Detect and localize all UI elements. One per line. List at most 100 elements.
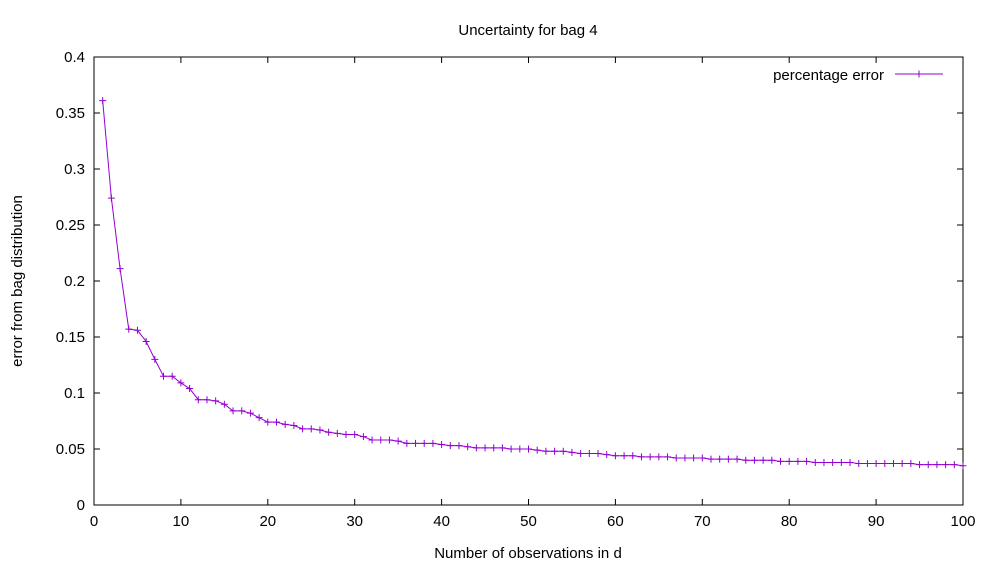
data-point: [168, 372, 176, 380]
data-point: [559, 447, 567, 455]
data-point: [820, 458, 828, 466]
y-tick-label: 0.1: [64, 385, 85, 402]
data-point: [863, 460, 871, 468]
data-point: [681, 454, 689, 462]
data-point: [498, 444, 506, 452]
y-tick-label: 0.35: [56, 105, 85, 122]
data-point: [933, 461, 941, 469]
data-point: [481, 444, 489, 452]
data-point: [255, 414, 263, 422]
data-point: [472, 444, 480, 452]
data-point: [646, 453, 654, 461]
data-point: [368, 436, 376, 444]
data-point: [777, 457, 785, 465]
data-point: [881, 460, 889, 468]
data-point: [316, 426, 324, 434]
data-point: [924, 461, 932, 469]
data-point: [950, 461, 958, 469]
data-point: [333, 429, 341, 437]
data-point: [299, 425, 307, 433]
y-axis-label: error from bag distribution: [9, 195, 26, 367]
data-point: [690, 454, 698, 462]
data-point: [672, 454, 680, 462]
series-layer: [99, 97, 967, 470]
data-point: [99, 97, 107, 105]
y-tick-label: 0.2: [64, 273, 85, 290]
data-point: [246, 409, 254, 417]
data-point: [837, 458, 845, 466]
data-point: [759, 456, 767, 464]
y-tick-label: 0.25: [56, 217, 85, 234]
data-point: [872, 460, 880, 468]
data-point: [151, 355, 159, 363]
data-point: [438, 441, 446, 449]
data-point: [898, 460, 906, 468]
x-tick-label: 80: [781, 513, 798, 530]
data-point: [325, 428, 333, 436]
legend: percentage error: [773, 67, 943, 84]
data-point: [507, 445, 515, 453]
data-point: [272, 418, 280, 426]
data-point: [525, 445, 532, 453]
data-point: [803, 457, 811, 465]
data-point: [420, 439, 428, 447]
data-point: [229, 407, 237, 415]
data-point: [785, 457, 793, 465]
x-axis-label: Number of observations in d: [434, 545, 622, 562]
data-point: [794, 457, 802, 465]
data-point: [611, 452, 619, 460]
x-tick-label: 70: [694, 513, 711, 530]
data-point: [811, 458, 819, 466]
data-point: [846, 458, 854, 466]
data-point: [142, 337, 150, 345]
data-point: [707, 455, 715, 463]
data-point: [551, 447, 559, 455]
data-point: [125, 325, 133, 333]
data-point: [116, 265, 124, 273]
data-point: [516, 445, 524, 453]
data-point: [542, 447, 550, 455]
data-point: [385, 436, 393, 444]
x-tick-label: 0: [90, 513, 98, 530]
data-point: [212, 397, 220, 405]
chart-title: Uncertainty for bag 4: [458, 22, 597, 39]
data-point: [855, 460, 863, 468]
x-tick-label: 90: [868, 513, 885, 530]
data-point: [403, 439, 411, 447]
data-point: [377, 436, 385, 444]
x-tick-label: 30: [346, 513, 363, 530]
y-tick-label: 0: [77, 497, 85, 514]
x-tick-label: 50: [520, 513, 537, 530]
ticks: 0 10 20 30 40 50 60 70 80 90 100 0 0.05 0.1 0.15 0.2 0.2…: [56, 49, 976, 530]
data-point: [264, 418, 272, 426]
data-point: [455, 442, 463, 450]
data-point: [186, 385, 194, 393]
data-point: [768, 456, 776, 464]
data-point: [629, 452, 637, 460]
data-point: [889, 460, 897, 468]
data-point: [585, 449, 593, 457]
data-point: [568, 448, 576, 456]
data-point: [577, 449, 585, 457]
data-point: [133, 326, 141, 334]
data-point: [603, 451, 611, 459]
legend-label: percentage error: [773, 67, 884, 84]
data-point: [490, 444, 498, 452]
data-point: [220, 400, 228, 408]
data-point: [698, 454, 706, 462]
data-point: [664, 453, 672, 461]
data-point: [829, 458, 837, 466]
x-tick-label: 100: [950, 513, 975, 530]
data-point: [446, 442, 454, 450]
data-point: [533, 446, 541, 454]
data-point: [724, 455, 732, 463]
series-line: [102, 100, 964, 467]
data-point: [655, 453, 663, 461]
data-point: [203, 396, 211, 404]
data-point: [942, 461, 950, 469]
data-point: [594, 449, 602, 457]
data-point: [916, 461, 924, 469]
data-point: [351, 430, 359, 438]
data-point: [281, 420, 289, 428]
